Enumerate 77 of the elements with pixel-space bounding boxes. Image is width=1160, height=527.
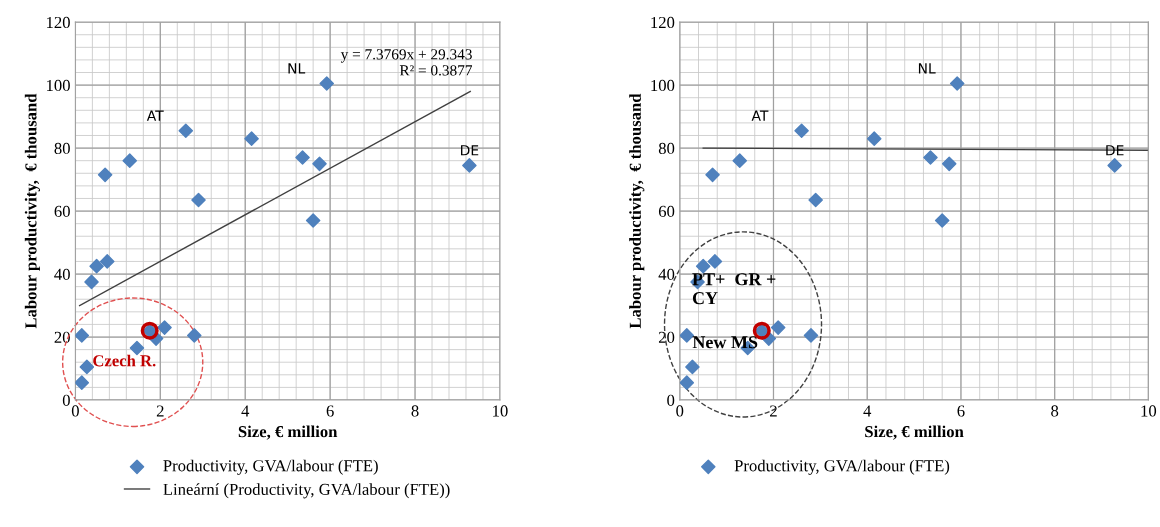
point: [923, 150, 938, 165]
x-tick-label: 6: [326, 405, 334, 417]
point: [770, 320, 786, 335]
y-tick-label: 20: [54, 331, 70, 343]
point: [695, 258, 711, 274]
x-tick-label: 2: [770, 405, 777, 417]
annotation: NL: [288, 63, 306, 74]
x-tick-label: 10: [493, 405, 508, 417]
legend-label: Productivity, GVA/labour (FTE): [734, 459, 950, 475]
point: [79, 359, 95, 375]
point: [949, 76, 965, 91]
point: [462, 158, 477, 173]
annotation: DE: [461, 145, 479, 156]
annotation: DE: [1106, 145, 1124, 156]
y-tick-label: 100: [651, 79, 675, 92]
point: [707, 254, 723, 269]
y-tick-label: 120: [651, 16, 675, 29]
point: [1107, 158, 1122, 173]
point: [808, 192, 823, 208]
y-axis-title: Labour productivity, € thousand: [629, 93, 645, 329]
point: [312, 156, 327, 172]
y-tick-label: 80: [658, 142, 675, 155]
annotation: New MS: [692, 336, 758, 349]
y-tick-label: 20: [658, 331, 675, 343]
y-tick-label: 40: [658, 268, 675, 280]
point: [295, 150, 310, 165]
y-tick-label: 40: [54, 268, 70, 280]
x-tick-label: 10: [1141, 405, 1157, 417]
point: [305, 213, 321, 228]
point: [191, 192, 206, 208]
y-tick-label: 60: [54, 205, 70, 218]
x-axis-title: Size, € million: [238, 425, 338, 440]
x-tick-label: 2: [156, 405, 164, 417]
point: [75, 375, 90, 390]
point: [941, 156, 957, 172]
point: [129, 340, 145, 356]
y-tick-label: 80: [54, 142, 70, 155]
annotation: NL: [918, 63, 936, 74]
x-tick-label: 4: [863, 405, 872, 417]
x-tick-label: 8: [411, 405, 419, 417]
point: [679, 375, 695, 390]
annotation: y = 7.3769x + 29.343 R² = 0.3877: [340, 49, 473, 76]
y-axis-title: Labour productivity, € thousand: [24, 93, 40, 329]
y-tick-label: 100: [47, 79, 70, 92]
point: [122, 153, 138, 168]
point: [244, 131, 259, 146]
point: [97, 167, 113, 183]
x-tick-label: 6: [957, 405, 965, 417]
point: [705, 167, 720, 183]
annotation: AT: [146, 110, 164, 121]
x-tick-label: 8: [1051, 405, 1059, 417]
point: [934, 213, 950, 228]
point: [89, 258, 104, 274]
y-tick-label: 60: [658, 205, 675, 218]
x-axis-title: Size, € million: [865, 425, 964, 440]
legend-label: Lineární (Productivity, GVA/labour (FTE)): [163, 483, 450, 499]
point: [186, 328, 202, 343]
point: [84, 274, 99, 290]
x-tick-label: 0: [71, 405, 79, 417]
point: [178, 123, 194, 139]
point: [794, 123, 809, 139]
y-tick-label: 0: [62, 394, 70, 406]
annotation: Czech R.: [93, 354, 156, 367]
point: [685, 359, 700, 375]
point: [75, 328, 90, 343]
x-tick-label: 4: [241, 405, 250, 417]
point: [157, 320, 172, 335]
point: [803, 328, 819, 343]
annotation: AT: [751, 110, 769, 121]
point: [319, 76, 335, 91]
point: [866, 131, 882, 146]
y-tick-label: 0: [667, 394, 675, 406]
x-tick-label: 0: [676, 405, 684, 417]
point: [99, 254, 115, 269]
y-tick-label: 120: [47, 16, 70, 29]
legend-label: Productivity, GVA/labour (FTE): [163, 459, 378, 475]
point: [732, 153, 748, 168]
